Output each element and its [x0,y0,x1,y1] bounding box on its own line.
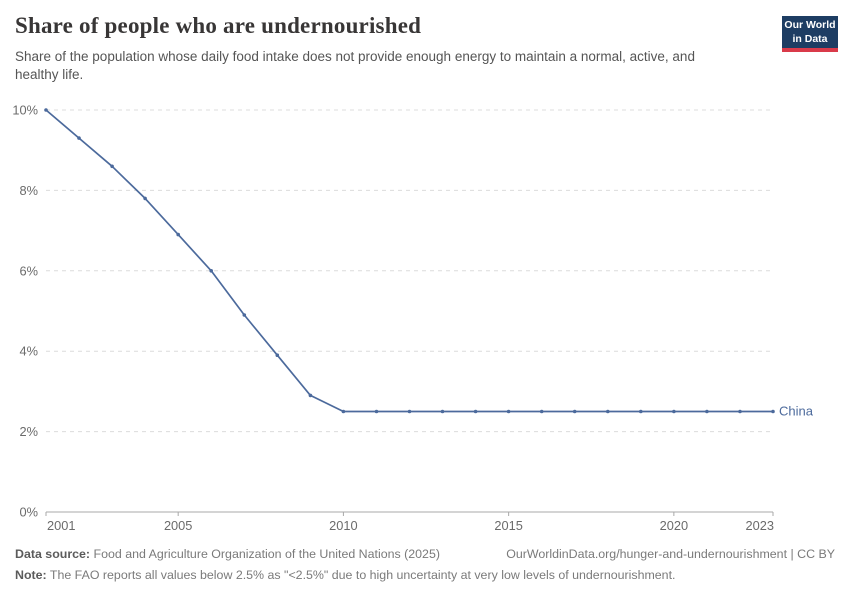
data-point[interactable] [639,409,643,414]
chart-header: Share of people who are undernourished S… [15,13,755,84]
data-point[interactable] [242,313,247,317]
x-axis-tick-label: 2010 [329,518,357,533]
series-line-china[interactable] [45,109,774,413]
y-axis-tick-label: 6% [20,263,39,278]
owid-logo[interactable]: Our World in Data [782,16,838,53]
footer-note-row: Note: The FAO reports all values below 2… [15,568,835,584]
x-axis-tick-label: 2005 [164,518,192,533]
data-point[interactable] [275,353,280,358]
owid-logo-line2: in Data [792,32,828,45]
data-point[interactable] [771,409,775,414]
note-value: The FAO reports all values below 2.5% as… [46,567,676,582]
data-point[interactable] [308,393,313,398]
data-point[interactable] [440,409,445,414]
x-axis-tick-label: 2020 [660,518,688,533]
y-axis-tick-label: 2% [20,424,39,439]
data-point[interactable] [110,164,114,169]
note-label: Note: [15,567,47,582]
owid-logo-line1: Our World [784,19,836,31]
footer-sources-row: Data source: Food and Agriculture Organi… [15,547,835,563]
data-point[interactable] [209,269,213,273]
page-title: Share of people who are undernourished [15,13,422,38]
data-point[interactable] [374,409,379,414]
y-axis-tick-label: 8% [20,183,39,198]
data-source-text: Data source: Food and Agriculture Organi… [15,547,440,563]
data-point[interactable] [606,409,610,414]
chart-subtitle: Share of the population whose daily food… [15,49,695,82]
data-point[interactable] [705,409,709,414]
data-point[interactable] [77,136,81,140]
data-point[interactable] [176,232,180,237]
data-point[interactable] [539,409,544,414]
data-source-value: Food and Agriculture Organization of the… [90,547,440,561]
data-point[interactable] [572,409,577,414]
data-point[interactable] [738,409,742,414]
data-point[interactable] [407,409,412,414]
y-axis-tick-label: 0% [20,505,39,520]
y-axis-tick-label: 10% [12,103,38,118]
data-point[interactable] [506,409,511,414]
data-point[interactable] [143,196,147,201]
chart-footer: Data source: Food and Agriculture Organi… [15,547,835,583]
data-points-china[interactable] [44,108,775,414]
data-point[interactable] [672,409,676,414]
series-entity-label[interactable]: China [779,404,814,419]
y-axis-tick-label: 4% [20,344,39,359]
data-point[interactable] [341,409,346,414]
data-point[interactable] [44,108,48,112]
data-source-label: Data source: [15,547,91,561]
x-axis-tick-label: 2023 [746,518,774,533]
attribution-link[interactable]: OurWorldinData.org/hunger-and-undernouri… [506,547,835,561]
data-point[interactable] [473,409,478,414]
x-axis-tick-label: 2001 [47,518,75,533]
x-axis-tick-label: 2015 [494,518,522,533]
